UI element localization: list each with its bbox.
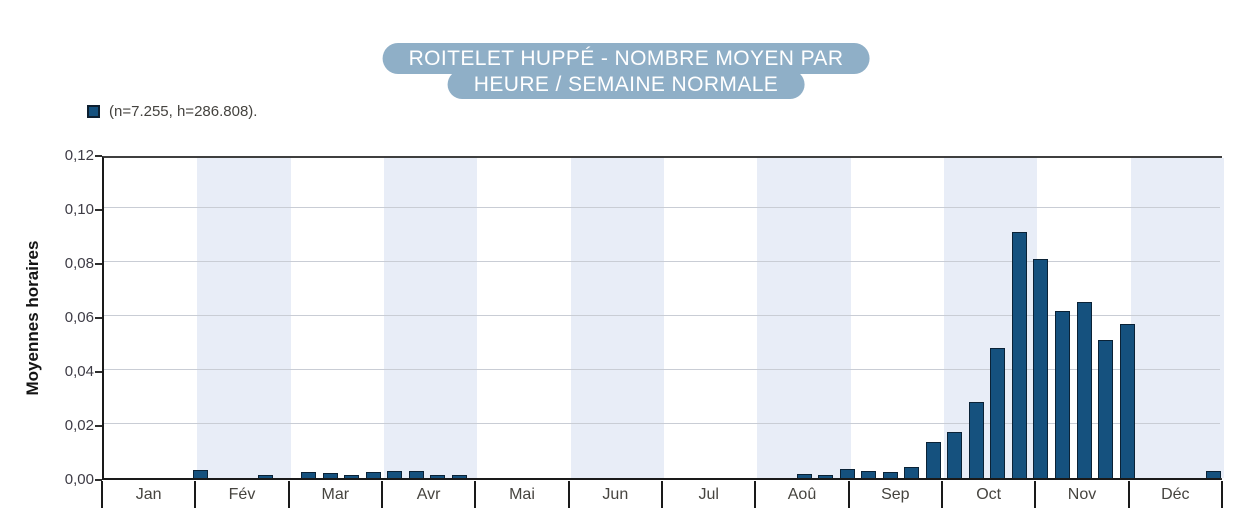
y-tick-label: 0,10 xyxy=(64,201,94,218)
gridline xyxy=(104,207,1220,208)
legend-swatch-icon xyxy=(87,105,100,118)
y-tick-mark xyxy=(95,263,102,265)
week-bar xyxy=(925,442,941,478)
y-tick-mark xyxy=(95,479,102,481)
month-stripe xyxy=(384,158,478,478)
month-stripe xyxy=(570,158,664,478)
x-axis-tick xyxy=(567,481,570,508)
plot-area xyxy=(102,156,1224,480)
x-axis-tick xyxy=(1034,481,1037,508)
y-tick-label: 0,06 xyxy=(64,309,94,326)
week-bar xyxy=(1119,324,1135,478)
gridline xyxy=(104,315,1220,316)
week-bar xyxy=(796,474,812,478)
y-tick-label: 0,02 xyxy=(64,417,94,434)
y-tick-mark xyxy=(95,155,102,157)
week-bar xyxy=(408,471,424,478)
week-bar xyxy=(818,475,834,478)
week-bar xyxy=(344,475,360,478)
y-tick-mark xyxy=(95,209,102,211)
week-bar xyxy=(968,402,984,478)
x-axis-tick xyxy=(847,481,850,508)
month-label: Fév xyxy=(228,486,256,503)
y-tick-mark xyxy=(95,371,102,373)
month-label: Mai xyxy=(509,486,535,503)
x-axis-tick xyxy=(194,481,197,508)
legend: (n=7.255, h=286.808). xyxy=(87,103,257,120)
legend-label: (n=7.255, h=286.808). xyxy=(109,103,258,120)
week-bar xyxy=(947,432,963,478)
week-bar xyxy=(861,471,877,478)
week-bar xyxy=(193,470,209,478)
chart-title-line-2: HEURE / SEMAINE NORMALE xyxy=(447,70,805,99)
week-bar xyxy=(322,473,338,478)
month-label: Oct xyxy=(976,486,1002,503)
week-bar xyxy=(882,472,898,478)
x-axis-tick xyxy=(754,481,757,508)
month-label: Déc xyxy=(1161,486,1190,503)
gridline xyxy=(104,261,1220,262)
chart-title-line-1: ROITELET HUPPÉ - NOMBRE MOYEN PAR xyxy=(382,43,870,74)
month-stripe xyxy=(197,158,291,478)
month-label: Jun xyxy=(602,486,629,503)
week-bar xyxy=(1205,471,1221,478)
week-bar xyxy=(1033,259,1049,478)
month-label: Jan xyxy=(135,486,162,503)
week-bar xyxy=(1098,340,1114,478)
gridline xyxy=(104,423,1220,424)
week-bar xyxy=(430,475,446,478)
x-axis-tick xyxy=(381,481,383,508)
y-tick-mark xyxy=(95,317,102,319)
month-label: Mar xyxy=(321,486,350,503)
month-label: Nov xyxy=(1067,486,1097,503)
y-tick-mark xyxy=(95,425,102,427)
week-bar xyxy=(839,469,855,478)
x-axis-tick xyxy=(474,481,477,508)
chart-title-badge: ROITELET HUPPÉ - NOMBRE MOYEN PAR HEURE … xyxy=(382,43,870,99)
week-bar xyxy=(1054,311,1070,478)
week-bar xyxy=(1011,232,1027,478)
week-bar xyxy=(258,475,274,478)
x-axis-tick xyxy=(101,481,103,508)
month-stripe xyxy=(1130,158,1224,478)
month-label: Avr xyxy=(416,486,441,503)
month-label: Aoû xyxy=(787,486,817,503)
x-axis-tick xyxy=(661,481,663,508)
y-tick-label: 0,00 xyxy=(64,471,94,488)
x-axis-tick xyxy=(1221,481,1223,508)
month-label: Sep xyxy=(881,486,910,503)
week-bar xyxy=(387,471,403,478)
x-axis-tick xyxy=(287,481,290,508)
y-tick-label: 0,08 xyxy=(64,255,94,272)
x-axis-tick xyxy=(1127,481,1130,508)
month-stripe xyxy=(757,158,851,478)
x-axis-tick xyxy=(941,481,943,508)
week-bar xyxy=(451,475,467,478)
week-bar xyxy=(365,472,381,478)
week-bar xyxy=(990,348,1006,478)
month-label: Jul xyxy=(698,486,719,503)
gridline xyxy=(104,369,1220,370)
week-bar xyxy=(904,467,920,478)
y-tick-label: 0,12 xyxy=(64,147,94,164)
y-tick-label: 0,04 xyxy=(64,363,94,380)
week-bar xyxy=(1076,302,1092,478)
week-bar xyxy=(301,472,317,478)
